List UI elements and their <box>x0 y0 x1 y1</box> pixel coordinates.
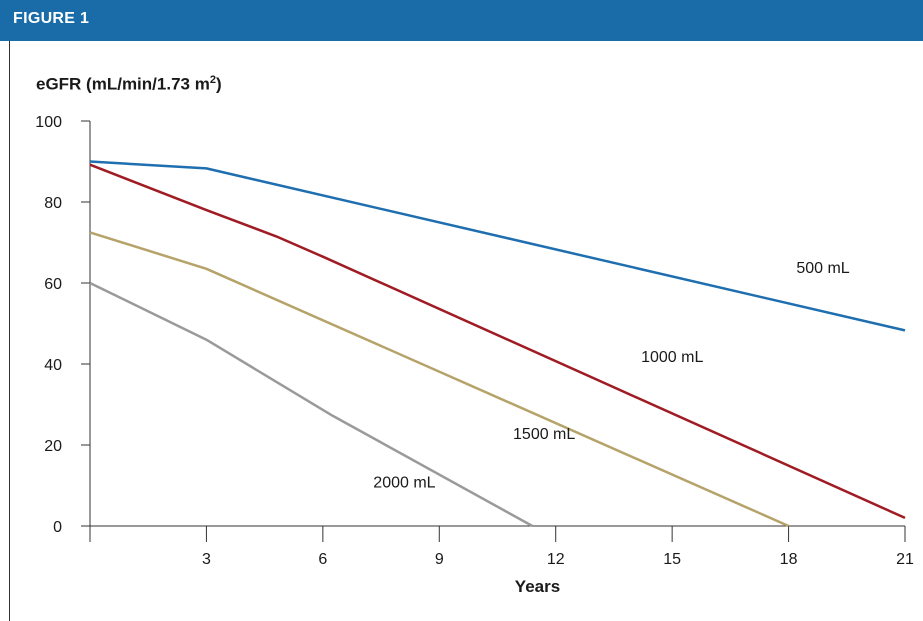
figure-label: FIGURE 1 <box>13 10 90 27</box>
x-tick-label: 18 <box>780 551 798 568</box>
series-label-1000-ml: 1000 mL <box>641 349 703 366</box>
figure-header: FIGURE 1 <box>0 0 923 41</box>
series-line-2000-ml <box>89 281 534 528</box>
y-tick-label: 20 <box>44 438 62 455</box>
y-tick-label: 80 <box>44 195 62 212</box>
series-label-1500-ml: 1500 mL <box>513 426 575 443</box>
series-label-2000-ml: 2000 mL <box>373 475 435 492</box>
series-line-1500-ml <box>89 231 790 528</box>
series-line-1000-ml <box>89 163 906 520</box>
y-axis-label-text: eGFR (mL/min/1.73 m <box>36 74 210 94</box>
x-tick-label: 15 <box>663 551 681 568</box>
x-tick-label: 3 <box>202 551 211 568</box>
y-axis-label-close: ) <box>215 74 222 94</box>
y-tick-label: 60 <box>44 276 62 293</box>
x-tick-label: 6 <box>318 551 327 568</box>
x-axis-label: Years <box>515 577 560 596</box>
x-tick-label: 12 <box>547 551 565 568</box>
series-label-500-ml: 500 mL <box>796 260 849 277</box>
series-line-500-ml <box>89 160 906 332</box>
frame-left-rule <box>9 41 10 621</box>
y-axis-label-superscript: 2 <box>209 74 216 86</box>
y-tick-label: 40 <box>44 357 62 374</box>
x-tick-label: 9 <box>435 551 444 568</box>
x-tick-label: 21 <box>896 551 914 568</box>
y-axis-label: eGFR (mL/min/1.73 m2) <box>36 74 222 95</box>
y-tick-label: 0 <box>53 519 62 536</box>
y-tick-label: 100 <box>35 114 62 131</box>
